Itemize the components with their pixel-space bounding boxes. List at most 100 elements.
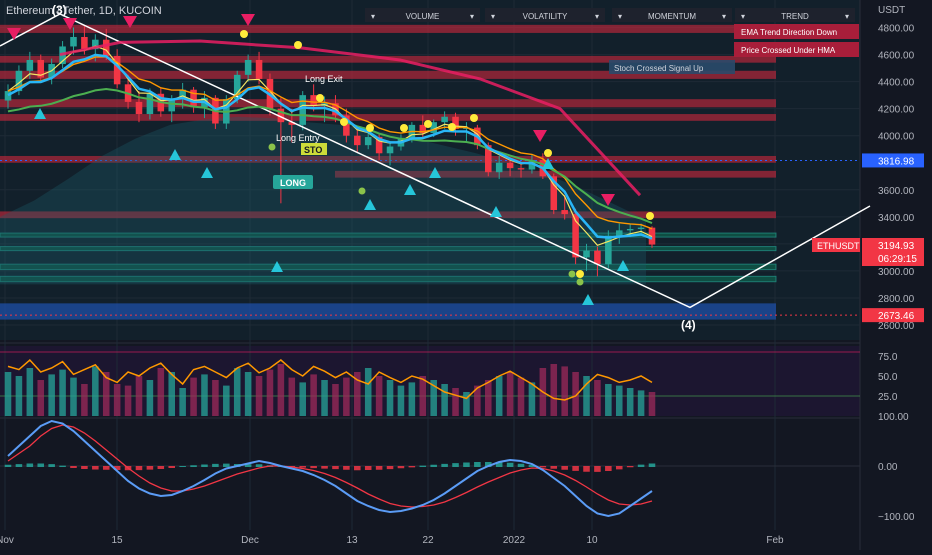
candle-body xyxy=(168,99,176,112)
candle-body xyxy=(441,116,448,123)
resistance-zone xyxy=(0,99,776,108)
candle-body xyxy=(4,91,12,101)
osc1-bar xyxy=(583,376,590,416)
candle-body xyxy=(244,59,252,75)
macd-hist-bar xyxy=(637,464,645,467)
osc1-bar xyxy=(594,380,601,416)
candle-body xyxy=(386,146,394,154)
osc1-bar xyxy=(223,385,230,416)
yellow-dot-marker xyxy=(400,124,408,132)
toolbar-item-bg xyxy=(365,8,480,22)
toolbar-arrow: ▾ xyxy=(491,12,495,21)
osc1-bar xyxy=(452,388,459,416)
osc1-pane-bg xyxy=(0,346,860,416)
osc1-bar xyxy=(550,364,558,416)
macd-hist-bar xyxy=(244,464,252,467)
sell-signal-marker xyxy=(7,28,21,40)
price-tick-label: 4800.00 xyxy=(878,24,915,35)
support-zone xyxy=(0,232,777,238)
toolbar-item-bg xyxy=(612,8,732,22)
currency-label: USDT xyxy=(878,5,905,16)
macd-hist-bar xyxy=(212,463,219,467)
price-tick-label: 4600.00 xyxy=(878,51,915,62)
price-label-low-bg xyxy=(862,308,924,323)
macd-hist-bar xyxy=(408,466,416,468)
time-tick-label: Nov xyxy=(0,535,14,546)
symbol-title[interactable]: Ethereum / Tether, 1D, KUCOIN xyxy=(6,5,162,17)
toolbar-arrow: ▾ xyxy=(371,12,375,21)
hma-line xyxy=(7,53,653,240)
candle-body xyxy=(146,93,154,115)
trend-cloud-area xyxy=(0,116,646,285)
buy-signal-marker xyxy=(617,260,629,271)
yellow-dot-marker xyxy=(424,120,432,128)
price-tick-label: 4400.00 xyxy=(878,78,915,89)
macd-hist-bar xyxy=(594,466,601,472)
osc1-bar xyxy=(244,372,252,416)
ema-mid-line xyxy=(7,56,653,230)
candle-body xyxy=(135,101,143,115)
yellow-dot-marker xyxy=(316,94,324,102)
macd-hist-bar xyxy=(561,466,568,470)
osc1-bar xyxy=(354,372,361,416)
osc1-bar xyxy=(26,368,34,416)
macd-hist-bar xyxy=(332,466,339,470)
time-tick-label: 13 xyxy=(346,535,358,546)
sell-signal-marker xyxy=(533,130,547,142)
long-exit-label: Long Exit xyxy=(305,74,343,84)
resistance-zone xyxy=(0,114,776,121)
support-resistance-zones xyxy=(0,24,860,320)
toolbar-item-volume: VOLUME xyxy=(406,12,440,21)
toolbar-item-volatility: VOLATILITY xyxy=(523,12,568,21)
macd-hist-bar xyxy=(615,466,623,470)
macd-hist-bar xyxy=(364,466,372,470)
candle-body xyxy=(179,89,186,100)
axes: USDT 4800.00 4600.00 4400.00 4200.00 4000.00 3… xyxy=(0,5,924,546)
osc1-bar xyxy=(397,385,405,416)
osc1-bar xyxy=(343,377,350,416)
candle-body xyxy=(517,168,525,170)
osc1-bar xyxy=(495,376,503,416)
toolbar-arrow: ▾ xyxy=(470,12,474,21)
osc1-bar xyxy=(648,392,656,416)
osc1-bar xyxy=(190,377,197,416)
macd-hist-bar xyxy=(310,466,317,469)
osc1-bar xyxy=(179,388,186,416)
macd-hist-bar xyxy=(397,466,405,469)
elliott-wave-line xyxy=(0,13,871,309)
resistance-zone xyxy=(0,155,776,163)
macd-hist-bar xyxy=(354,466,361,471)
candle-body xyxy=(615,230,623,236)
osc1-bar xyxy=(419,376,427,416)
osc1-line xyxy=(7,358,653,401)
candle-body xyxy=(255,59,263,79)
osc1-bar xyxy=(321,380,328,416)
candle-body xyxy=(102,39,110,56)
resistance-zone xyxy=(0,24,776,33)
osc1-bar xyxy=(528,382,536,416)
stoch-badge-label: Stoch Crossed Signal Up xyxy=(614,64,704,73)
osc1-bar xyxy=(408,382,416,416)
osc2-pane-bg xyxy=(0,420,860,530)
candle-body xyxy=(364,137,372,146)
osc1-bar xyxy=(474,385,481,416)
osc1-bar xyxy=(615,385,623,416)
wave-label-4: (4) xyxy=(681,318,696,332)
yellow-dot-marker xyxy=(340,118,348,126)
macd-hist-bar xyxy=(528,465,536,467)
yellow-dot-marker xyxy=(240,30,248,38)
macd-hist-bar xyxy=(648,463,656,467)
candle-body xyxy=(37,59,45,78)
last-price: 3194.93 xyxy=(878,241,915,252)
candle-body xyxy=(419,124,427,133)
osc1-bar xyxy=(484,380,492,416)
osc1-bar xyxy=(92,366,99,416)
macd-hist-bar xyxy=(92,466,99,470)
macd-hist-bar xyxy=(48,464,55,467)
support-zone xyxy=(0,275,777,283)
candle-body xyxy=(70,36,77,47)
trend-arc-line xyxy=(59,39,642,197)
buy-signal-marker xyxy=(582,294,594,305)
